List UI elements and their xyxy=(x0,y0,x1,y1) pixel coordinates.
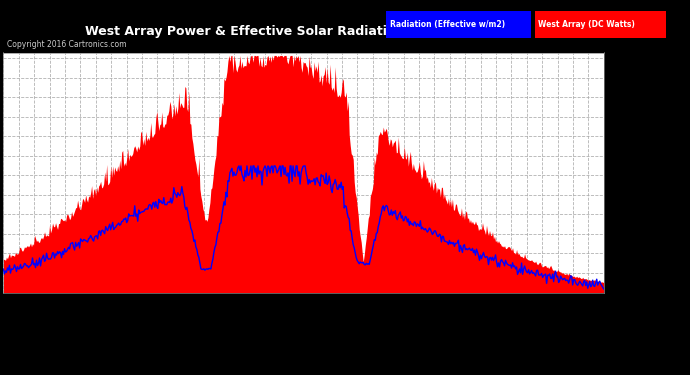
Text: 1183.8: 1183.8 xyxy=(605,112,642,122)
Text: 123.1: 123.1 xyxy=(605,268,635,278)
Text: 1316.4: 1316.4 xyxy=(605,92,642,102)
Text: 786.0: 786.0 xyxy=(605,170,635,180)
Text: -9.5: -9.5 xyxy=(605,288,627,297)
Text: West Array Power & Effective Solar Radiation Tue Jul 19 20:25: West Array Power & Effective Solar Radia… xyxy=(86,26,522,38)
Text: 1449.0: 1449.0 xyxy=(605,73,642,82)
Text: 918.6: 918.6 xyxy=(605,151,635,161)
Text: Copyright 2016 Cartronics.com: Copyright 2016 Cartronics.com xyxy=(7,40,126,49)
Text: 255.7: 255.7 xyxy=(605,249,635,258)
Text: Radiation (Effective w/m2): Radiation (Effective w/m2) xyxy=(390,20,505,29)
Text: 388.3: 388.3 xyxy=(605,229,636,239)
Text: 1581.5: 1581.5 xyxy=(605,53,642,63)
Text: 1051.2: 1051.2 xyxy=(605,131,642,141)
Text: 653.4: 653.4 xyxy=(605,190,635,200)
Text: West Array Power & Effective Solar Radiation Tue Jul 19 20:25: West Array Power & Effective Solar Radia… xyxy=(86,26,522,38)
Text: West Array (DC Watts): West Array (DC Watts) xyxy=(538,20,635,29)
Text: 520.9: 520.9 xyxy=(605,209,635,219)
